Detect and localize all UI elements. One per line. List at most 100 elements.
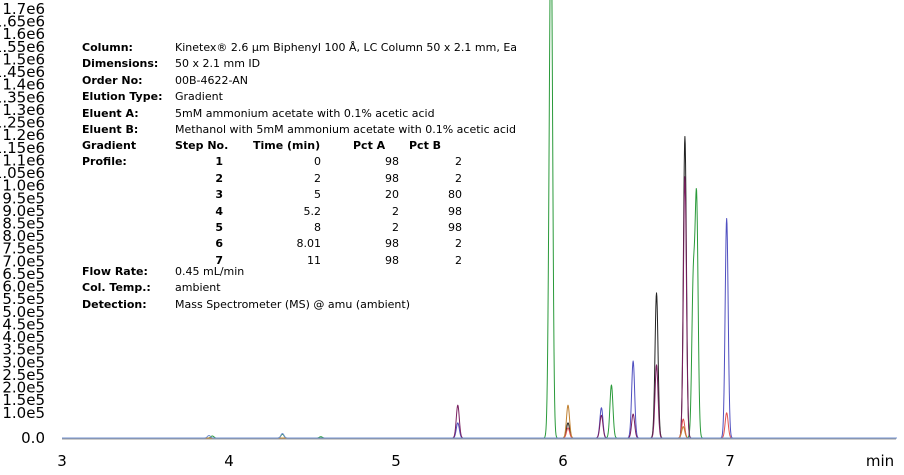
- gradient-row-label: [82, 236, 175, 252]
- gradient-cell-pct-a: 2: [392, 204, 399, 218]
- y-tick-label: 1.65e6: [0, 13, 45, 31]
- y-tick-label: 1.25e6: [0, 114, 45, 132]
- y-tick-label: 1.6e6: [2, 25, 45, 43]
- gradient-row: 4 5.2 2 98: [82, 204, 472, 220]
- y-tick-label: 6.5e5: [2, 265, 45, 283]
- y-tick-label: 1.35e6: [0, 88, 45, 106]
- gradient-cell-step: 6: [215, 237, 223, 251]
- gradient-row-label: [82, 220, 175, 236]
- x-tick-label: 3: [57, 452, 67, 470]
- gradient-cell-time: 5: [314, 188, 321, 202]
- temp-value: ambient: [175, 281, 221, 295]
- y-tick-label: 1.7e6: [2, 0, 45, 18]
- y-tick-label: 8.5e5: [2, 215, 45, 233]
- x-tick-label: 7: [725, 452, 735, 470]
- temp-label: Col. Temp.:: [82, 281, 151, 295]
- y-tick-label: 1.45e6: [0, 63, 45, 81]
- header-pcta: Pct A: [353, 139, 386, 152]
- method-info: Column: Kinetex® 2.6 µm Biphenyl 100 Å, …: [82, 40, 517, 138]
- flow-label: Flow Rate:: [82, 265, 148, 278]
- gradient-row: 7 11 98 2: [82, 253, 472, 269]
- elution-label: Elution Type:: [82, 90, 163, 104]
- detection-row: Detection: Mass Spectrometer (MS) @ amu …: [82, 297, 410, 313]
- gradient-cell-time: 0: [314, 155, 321, 169]
- column-value: Kinetex® 2.6 µm Biphenyl 100 Å, LC Colum…: [175, 41, 518, 54]
- gradient-cell-step: 3: [215, 188, 223, 202]
- y-tick-label: 1.0e5: [2, 404, 45, 422]
- gradient-cell-step: 7: [215, 253, 223, 267]
- gradient-cell-step: 4: [215, 204, 223, 218]
- y-tick-label: 1.15e6: [0, 139, 45, 157]
- gradient-cell-pct-b: 98: [448, 204, 462, 218]
- gradient-cell-step: 5: [215, 221, 223, 235]
- y-tick-label: 9.5e5: [2, 189, 45, 207]
- gradient-row: 3 5 20 80: [82, 187, 472, 203]
- y-tick-label: 5.0e5: [2, 303, 45, 321]
- dimensions-label: Dimensions:: [82, 57, 159, 71]
- gradient-label: Gradient: [82, 139, 137, 152]
- eluent-b-row: Eluent B: Methanol with 5mM ammonium ace…: [82, 122, 517, 138]
- column-row: Column: Kinetex® 2.6 µm Biphenyl 100 Å, …: [82, 40, 517, 56]
- series-line: [61, 412, 898, 439]
- gradient-cell-step: 1: [215, 155, 223, 169]
- y-tick-label: 1.55e6: [0, 38, 45, 56]
- gradient-cell-pct-b: 2: [455, 237, 462, 251]
- gradient-cell-pct-a: 98: [385, 155, 399, 169]
- method-info-2: Flow Rate: 0.45 mL/min Col. Temp.: ambie…: [82, 264, 410, 313]
- gradient-row-label: [82, 171, 175, 187]
- order-value: 00B-4622-AN: [175, 73, 248, 87]
- order-label: Order No:: [82, 73, 143, 87]
- gradient-cell-time: 2: [314, 171, 321, 185]
- y-tick-label: 2.5e5: [2, 366, 45, 384]
- gradient-table: Gradient Step No. Time (min) Pct A Pct B…: [82, 138, 472, 269]
- dimensions-value: 50 x 2.1 mm ID: [175, 57, 261, 71]
- gradient-cell-pct-a: 2: [392, 221, 399, 235]
- y-tick-label: 1.1e6: [2, 151, 45, 169]
- elution-value: Gradient: [175, 90, 223, 104]
- gradient-cell-pct-a: 98: [385, 237, 399, 251]
- gradient-row-label: [82, 204, 175, 220]
- gradient-row-label: Profile:: [82, 155, 127, 169]
- y-tick-label: 3.5e5: [2, 341, 45, 359]
- gradient-cell-step: 2: [215, 171, 223, 185]
- gradient-row: 6 8.01 98 2: [82, 236, 472, 252]
- temp-row: Col. Temp.: ambient: [82, 280, 410, 296]
- dimensions-row: Dimensions: 50 x 2.1 mm ID: [82, 56, 517, 72]
- eluent-a-label: Eluent A:: [82, 106, 139, 120]
- x-tick-label: 6: [558, 452, 568, 470]
- eluent-b-value: Methanol with 5mM ammonium acetate with …: [175, 123, 516, 137]
- header-pctb: Pct B: [409, 139, 442, 152]
- series-line: [61, 432, 898, 439]
- y-tick-label: 1.4e6: [2, 76, 45, 94]
- y-tick-label: 2.0e5: [2, 379, 45, 397]
- flow-row: Flow Rate: 0.45 mL/min: [82, 264, 410, 280]
- detection-value: Mass Spectrometer (MS) @ amu (ambient): [175, 297, 410, 311]
- y-tick-label: 1.05e6: [0, 164, 45, 182]
- y-tick-label: 7.0e5: [2, 252, 45, 270]
- gradient-cell-pct-a: 98: [385, 253, 399, 267]
- eluent-b-label: Eluent B:: [82, 123, 139, 137]
- header-time: Time (min): [253, 139, 321, 152]
- y-tick-label: 4.5e5: [2, 315, 45, 333]
- y-tick-label: 0.0: [21, 429, 45, 447]
- y-tick-label: 5.5e5: [2, 290, 45, 308]
- y-tick-label: 1.3e6: [2, 101, 45, 119]
- y-tick-label: 1.0e6: [2, 177, 45, 195]
- y-tick-label: 6.0e5: [2, 278, 45, 296]
- x-tick-label: 4: [224, 452, 234, 470]
- order-row: Order No: 00B-4622-AN: [82, 73, 517, 89]
- column-label: Column:: [82, 41, 133, 54]
- detection-label: Detection:: [82, 297, 147, 311]
- x-tick-label: 5: [391, 452, 401, 470]
- gradient-cell-time: 5.2: [303, 204, 322, 218]
- gradient-row: 5 8 2 98: [82, 220, 472, 236]
- gradient-cell-time: 8.01: [296, 237, 322, 251]
- y-tick-label: 8.0e5: [2, 227, 45, 245]
- gradient-cell-pct-b: 2: [455, 155, 462, 169]
- gradient-row-label: [82, 187, 175, 203]
- y-tick-label: 4.0e5: [2, 328, 45, 346]
- flow-value: 0.45 mL/min: [175, 265, 245, 278]
- gradient-cell-pct-a: 98: [385, 171, 399, 185]
- gradient-cell-pct-b: 80: [448, 188, 462, 202]
